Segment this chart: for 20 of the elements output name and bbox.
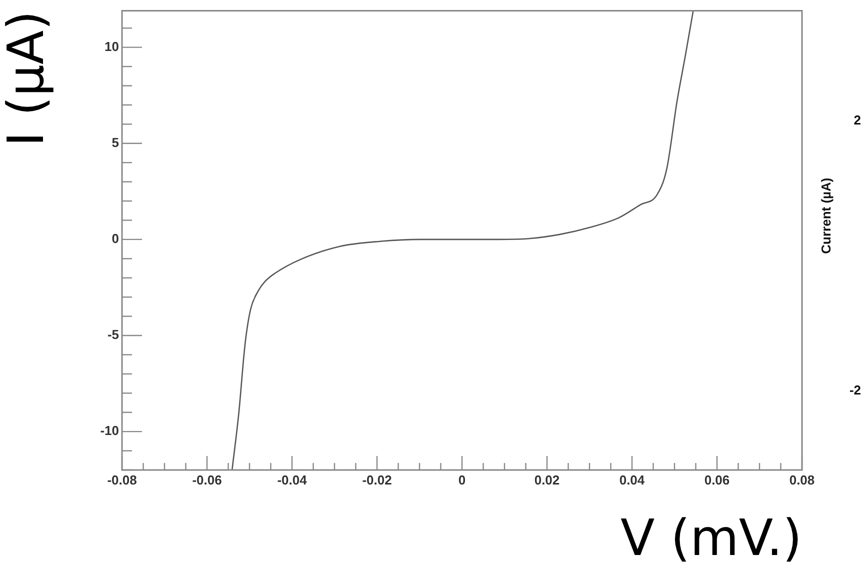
y-tick-label: 0 <box>112 231 119 246</box>
x-tick-label: 0.02 <box>534 472 560 488</box>
x-tick-label: 0.04 <box>619 472 646 488</box>
x-tick-label: -0.02 <box>362 472 392 488</box>
x-tick-label: 0.08 <box>789 472 815 488</box>
x-tick-label: 0.06 <box>704 472 730 488</box>
y-tick-label: -5 <box>107 327 119 342</box>
text: 2 <box>854 112 861 128</box>
x-tick-label: -0.08 <box>107 472 137 488</box>
y-tick-label: 10 <box>104 38 119 54</box>
y-tick-label: -10 <box>100 423 119 438</box>
text: Current (µA) <box>818 178 834 254</box>
x-tick-label: -0.04 <box>277 472 308 488</box>
text: -2 <box>849 382 861 398</box>
line-series <box>231 10 694 470</box>
y-axis-title: I (µA) <box>0 10 55 146</box>
y-tick-label: 5 <box>112 134 119 150</box>
x-tick-label: 0 <box>458 472 466 488</box>
x-tick-label: -0.06 <box>192 472 222 488</box>
x-axis-title: V (mV.) <box>620 508 802 567</box>
